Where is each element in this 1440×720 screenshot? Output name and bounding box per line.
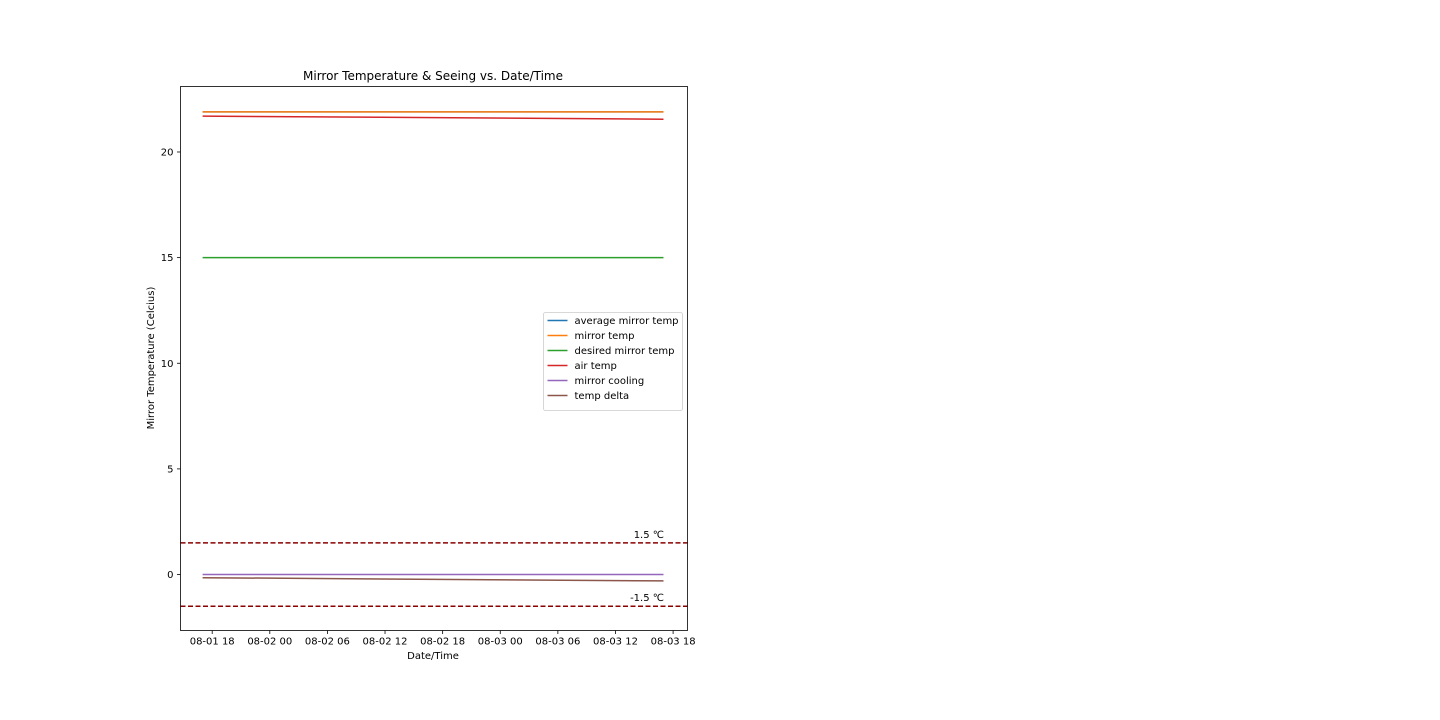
y-tick-label: 15 — [161, 253, 174, 264]
legend-label: mirror cooling — [575, 376, 645, 387]
y-axis-label: Mirror Temperature (Celcius) — [146, 287, 157, 430]
x-tick-label: 08-02 06 — [305, 637, 350, 648]
x-tick-label: 08-02 18 — [420, 637, 465, 648]
chart-title: Mirror Temperature & Seeing vs. Date/Tim… — [303, 69, 563, 83]
legend-label: average mirror temp — [575, 316, 679, 327]
x-tick-label: 08-03 06 — [535, 637, 580, 648]
x-tick-label: 08-03 00 — [478, 637, 523, 648]
legend-label: mirror temp — [575, 331, 635, 342]
y-tick-label: 5 — [167, 464, 173, 475]
series-line — [202, 576, 664, 582]
legend-box — [543, 312, 683, 411]
legend-label: air temp — [575, 361, 617, 372]
series-line — [202, 115, 664, 120]
reference-line-label: 1.5 ℃ — [634, 530, 664, 541]
legend-label: desired mirror temp — [575, 346, 675, 357]
plot-frame — [180, 86, 688, 631]
plot-area: 0 5 10 15 20 08-01 18 08-02 00 08-02 06 08-02 12… — [161, 111, 696, 648]
x-axis-label: Date/Time — [407, 651, 459, 662]
x-tick-label: 08-02 12 — [363, 637, 408, 648]
legend-label: temp delta — [575, 391, 630, 402]
x-tick-label: 08-01 18 — [190, 637, 235, 648]
x-tick-label: 08-03 18 — [651, 637, 696, 648]
y-tick-label: 10 — [161, 359, 174, 370]
y-tick-label: 0 — [167, 570, 173, 581]
y-tick-label: 20 — [161, 147, 174, 158]
legend: average mirror temp mirror temp desired mi… — [543, 312, 683, 411]
x-tick-label: 08-02 00 — [247, 637, 292, 648]
x-tick-label: 08-03 12 — [593, 637, 638, 648]
reference-line-label: -1.5 ℃ — [630, 593, 664, 604]
